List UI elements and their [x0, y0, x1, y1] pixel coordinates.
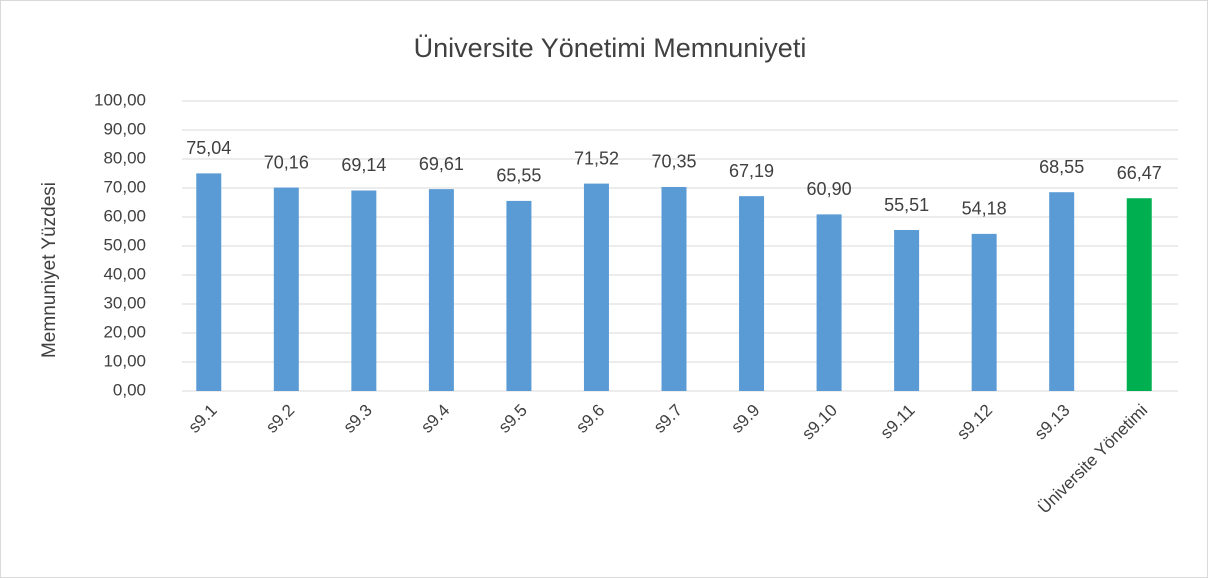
bar — [661, 186, 687, 391]
data-label: 69,61 — [419, 154, 464, 174]
y-tick-label: 0,00 — [113, 380, 146, 399]
y-tick-label: 40,00 — [103, 264, 146, 283]
data-label: 60,90 — [807, 179, 852, 199]
data-label: 68,55 — [1039, 157, 1084, 177]
bar — [1049, 192, 1075, 391]
y-tick-label: 90,00 — [103, 119, 146, 138]
data-label: 70,35 — [651, 152, 696, 172]
data-label: 65,55 — [496, 166, 541, 186]
bar — [739, 196, 765, 391]
bar — [351, 190, 377, 391]
y-axis-label: Memnuniyet Yüzdesi — [39, 182, 60, 358]
data-label: 66,47 — [1117, 163, 1162, 183]
data-label: 54,18 — [962, 199, 1007, 219]
bar — [1126, 198, 1152, 391]
data-label: 67,19 — [729, 161, 774, 181]
data-label: 70,16 — [264, 152, 309, 172]
bar — [816, 214, 842, 391]
data-label: 55,51 — [884, 195, 929, 215]
bar — [506, 200, 532, 391]
bar — [196, 173, 222, 391]
bar — [428, 189, 454, 391]
bar — [273, 187, 299, 391]
y-tick-label: 70,00 — [103, 177, 146, 196]
y-tick-label: 60,00 — [103, 206, 146, 225]
y-tick-label: 10,00 — [103, 351, 146, 370]
data-label: 75,04 — [186, 138, 231, 158]
bar — [971, 233, 997, 391]
y-tick-label: 80,00 — [103, 148, 146, 167]
data-label: 69,14 — [341, 155, 386, 175]
chart-title: Üniversite Yönetimi Memnuniyeti — [414, 33, 807, 63]
y-tick-label: 30,00 — [103, 293, 146, 312]
data-label: 71,52 — [574, 148, 619, 168]
y-tick-label: 100,00 — [94, 90, 146, 109]
bar — [894, 230, 920, 391]
y-tick-label: 50,00 — [103, 235, 146, 254]
y-tick-label: 20,00 — [103, 322, 146, 341]
bar — [583, 183, 609, 391]
